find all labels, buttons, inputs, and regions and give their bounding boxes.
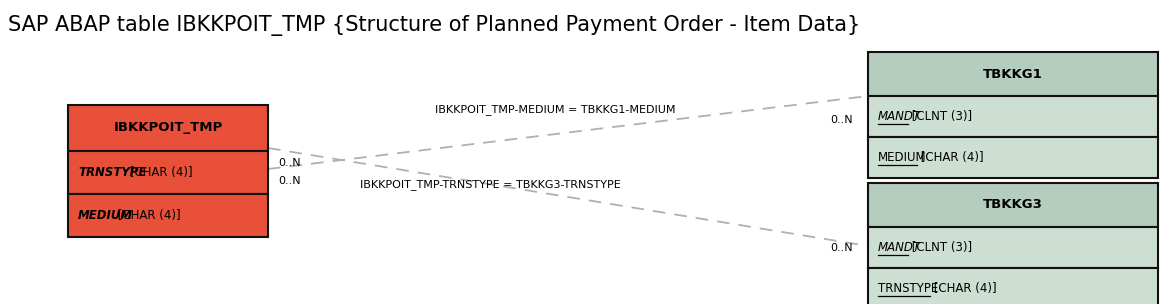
Bar: [868, 96, 1158, 137]
Text: TBKKG1: TBKKG1: [983, 67, 1043, 81]
Text: 0..N: 0..N: [831, 243, 853, 253]
Text: [CHAR (4)]: [CHAR (4)]: [114, 209, 180, 222]
Text: MANDT: MANDT: [878, 110, 921, 123]
Text: MEDIUM: MEDIUM: [878, 151, 927, 164]
Text: IBKKPOIT_TMP-TRNSTYPE = TBKKG3-TRNSTYPE: IBKKPOIT_TMP-TRNSTYPE = TBKKG3-TRNSTYPE: [360, 180, 620, 190]
Bar: [68, 105, 268, 151]
Bar: [868, 227, 1158, 268]
Text: MEDIUM: MEDIUM: [79, 209, 134, 222]
Text: [CLNT (3)]: [CLNT (3)]: [908, 110, 972, 123]
Text: [CHAR (4)]: [CHAR (4)]: [127, 166, 192, 179]
Text: IBKKPOIT_TMP-MEDIUM = TBKKG1-MEDIUM: IBKKPOIT_TMP-MEDIUM = TBKKG1-MEDIUM: [435, 105, 675, 116]
Text: 0..N: 0..N: [278, 158, 301, 168]
Text: 0..N: 0..N: [278, 176, 301, 186]
Bar: [868, 137, 1158, 178]
Text: TRNSTYPE: TRNSTYPE: [878, 282, 939, 295]
Text: [CHAR (4)]: [CHAR (4)]: [917, 151, 983, 164]
Text: TBKKG3: TBKKG3: [983, 199, 1043, 212]
Bar: [868, 183, 1158, 227]
Text: IBKKPOIT_TMP: IBKKPOIT_TMP: [114, 122, 223, 134]
Text: MANDT: MANDT: [878, 241, 921, 254]
Bar: [68, 194, 268, 237]
Bar: [868, 52, 1158, 96]
Text: [CLNT (3)]: [CLNT (3)]: [908, 241, 972, 254]
Text: TRNSTYPE: TRNSTYPE: [79, 166, 146, 179]
Bar: [868, 268, 1158, 304]
Text: SAP ABAP table IBKKPOIT_TMP {Structure of Planned Payment Order - Item Data}: SAP ABAP table IBKKPOIT_TMP {Structure o…: [8, 16, 860, 36]
Bar: [68, 151, 268, 194]
Text: 0..N: 0..N: [831, 115, 853, 125]
Text: [CHAR (4)]: [CHAR (4)]: [931, 282, 996, 295]
